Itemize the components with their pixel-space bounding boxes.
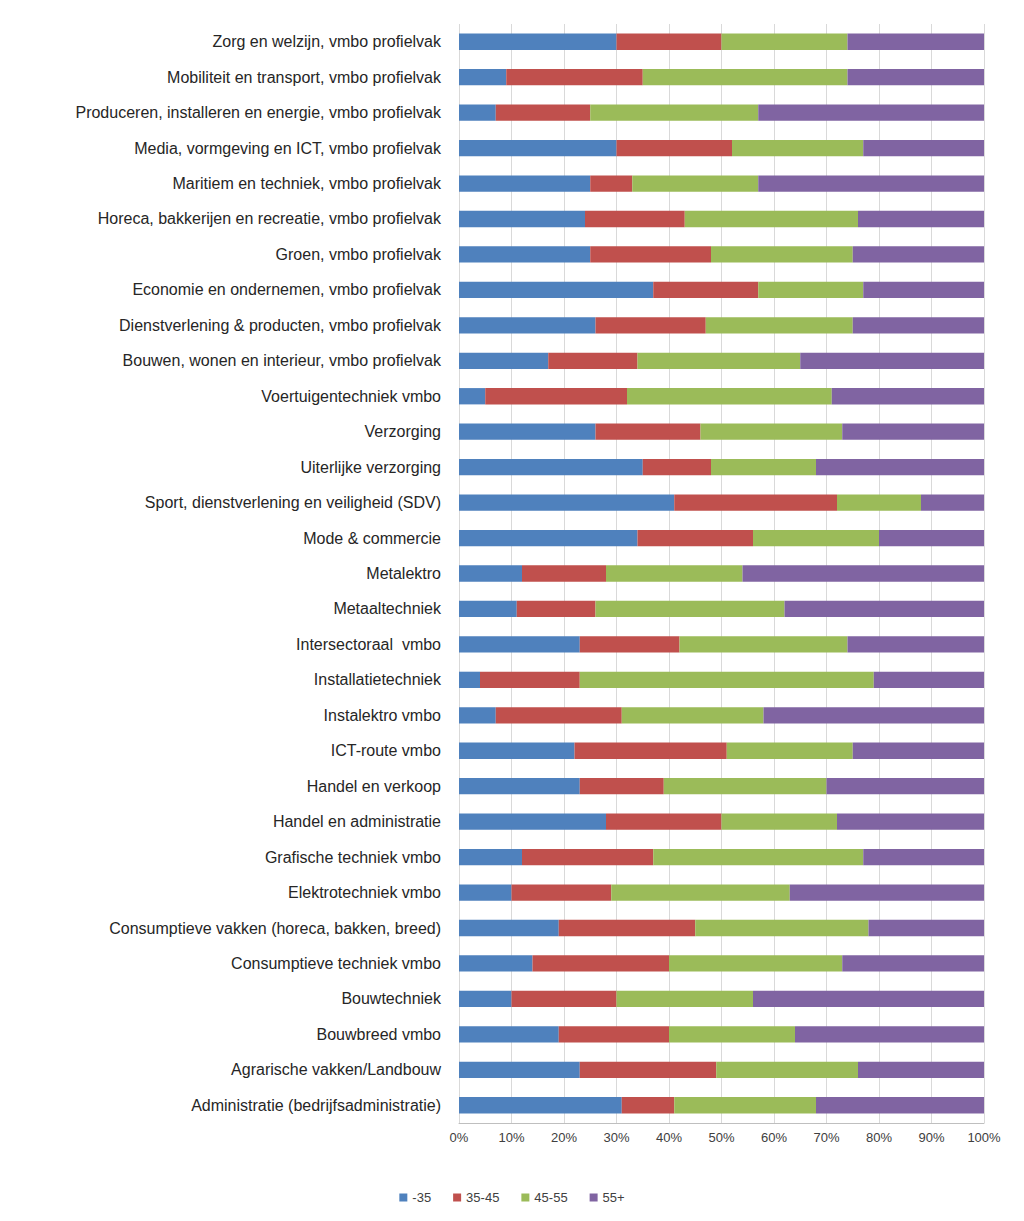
svg-text:Verzorging: Verzorging [365, 423, 442, 440]
svg-text:20%: 20% [551, 1130, 577, 1145]
svg-text:Zorg en welzijn, vmbo profielv: Zorg en welzijn, vmbo profielvak [212, 33, 442, 50]
svg-text:Consumptieve vakken (horeca, b: Consumptieve vakken (horeca, bakken, bre… [109, 920, 441, 937]
svg-text:Mobiliteit en transport, vmbo: Mobiliteit en transport, vmbo profielvak [167, 69, 442, 86]
svg-text:Intersectoraal vmbo: Intersectoraal vmbo [296, 636, 441, 653]
svg-text:55+: 55+ [603, 1190, 625, 1205]
svg-text:-35: -35 [412, 1190, 431, 1205]
svg-text:Media, vormgeving en ICT, vmbo: Media, vormgeving en ICT, vmbo profielva… [134, 140, 442, 157]
svg-text:Economie en ondernemen, vmbo p: Economie en ondernemen, vmbo profielvak [132, 281, 442, 298]
svg-text:Voertuigentechniek vmbo: Voertuigentechniek vmbo [261, 388, 441, 405]
svg-text:Sport, dienstverlening en veil: Sport, dienstverlening en veiligheid (SD… [145, 494, 441, 511]
svg-text:80%: 80% [866, 1130, 892, 1145]
svg-text:Produceren, installeren en ene: Produceren, installeren en energie, vmbo… [75, 104, 442, 121]
svg-text:Bouwen, wonen en interieur, vm: Bouwen, wonen en interieur, vmbo profiel… [123, 352, 442, 369]
svg-text:Handel en administratie: Handel en administratie [273, 813, 441, 830]
svg-text:100%: 100% [967, 1130, 1001, 1145]
svg-text:Consumptieve techniek vmbo: Consumptieve techniek vmbo [231, 955, 441, 972]
svg-text:Instalektro vmbo: Instalektro vmbo [324, 707, 441, 724]
svg-text:40%: 40% [656, 1130, 682, 1145]
svg-text:90%: 90% [918, 1130, 944, 1145]
svg-text:Metalektro: Metalektro [366, 565, 441, 582]
svg-text:0%: 0% [450, 1130, 469, 1145]
svg-text:Metaaltechniek: Metaaltechniek [333, 600, 442, 617]
svg-text:Bouwtechniek: Bouwtechniek [341, 990, 442, 1007]
svg-text:45-55: 45-55 [534, 1190, 567, 1205]
svg-text:ICT-route vmbo: ICT-route vmbo [331, 742, 441, 759]
svg-text:Administratie (bedrijfsadminis: Administratie (bedrijfsadministratie) [191, 1097, 441, 1114]
svg-text:35-45: 35-45 [466, 1190, 499, 1205]
svg-text:Elektrotechniek vmbo: Elektrotechniek vmbo [288, 884, 441, 901]
svg-text:Grafische techniek vmbo: Grafische techniek vmbo [265, 849, 441, 866]
svg-text:60%: 60% [761, 1130, 787, 1145]
svg-text:Mode & commercie: Mode & commercie [303, 530, 441, 547]
svg-text:70%: 70% [813, 1130, 839, 1145]
svg-text:Installatietechniek: Installatietechniek [314, 671, 442, 688]
svg-text:Agrarische vakken/Landbouw: Agrarische vakken/Landbouw [231, 1061, 441, 1078]
svg-text:30%: 30% [603, 1130, 629, 1145]
svg-text:10%: 10% [498, 1130, 524, 1145]
svg-text:Groen, vmbo profielvak: Groen, vmbo profielvak [276, 246, 442, 263]
svg-text:Uiterlijke verzorging: Uiterlijke verzorging [301, 459, 442, 476]
svg-text:Handel en verkoop: Handel en verkoop [307, 778, 441, 795]
svg-text:Horeca, bakkerijen en recreati: Horeca, bakkerijen en recreatie, vmbo pr… [98, 210, 442, 227]
svg-text:Bouwbreed vmbo: Bouwbreed vmbo [316, 1026, 441, 1043]
svg-text:50%: 50% [708, 1130, 734, 1145]
svg-text:Dienstverlening & producten, v: Dienstverlening & producten, vmbo profie… [119, 317, 442, 334]
svg-text:Maritiem en techniek, vmbo pro: Maritiem en techniek, vmbo profielvak [172, 175, 442, 192]
